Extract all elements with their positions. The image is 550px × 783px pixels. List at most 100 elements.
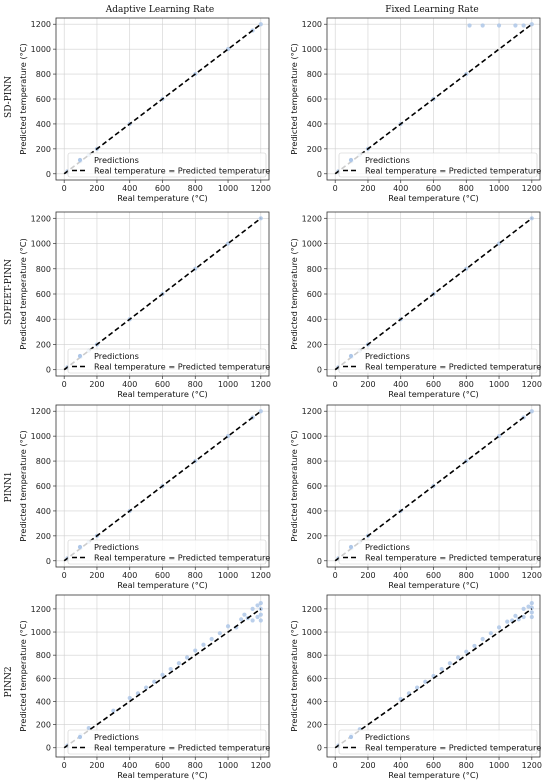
x-tick-label: 600 xyxy=(155,184,170,193)
prediction-point xyxy=(193,648,198,653)
row-label-sd-pinn: SD-PINN xyxy=(4,76,14,118)
prediction-point xyxy=(467,23,472,28)
y-tick-label: 0 xyxy=(317,170,322,179)
x-tick-label: 800 xyxy=(459,380,474,389)
y-axis-label: Predicted temperature (°C) xyxy=(289,430,299,541)
x-axis-label: Real temperature (°C) xyxy=(388,389,479,399)
y-tick-label: 200 xyxy=(307,532,322,541)
y-tick-label: 1200 xyxy=(31,214,51,223)
y-tick-label: 1000 xyxy=(302,628,322,637)
reference-line xyxy=(63,410,262,562)
x-tick-label: 1200 xyxy=(522,571,542,580)
prediction-point xyxy=(423,679,428,684)
legend-marker-predictions xyxy=(77,157,83,163)
prediction-point xyxy=(144,685,149,690)
x-tick-label: 600 xyxy=(426,571,441,580)
y-tick-label: 0 xyxy=(46,366,51,375)
legend-label-predictions: Predictions xyxy=(94,542,139,552)
legend-label-reference: Real temperature = Predicted temperature xyxy=(94,362,270,372)
prediction-point xyxy=(258,216,263,221)
y-tick-label: 600 xyxy=(307,674,322,683)
panels: 0 200 400 600 800 1000 1200 0 200 400 600 800 1000 12… xyxy=(18,17,542,780)
y-tick-label: 1000 xyxy=(31,628,51,637)
legend-label-predictions: Predictions xyxy=(365,351,410,361)
prediction-point xyxy=(239,617,244,622)
x-tick-label: 1200 xyxy=(522,184,542,193)
prediction-point xyxy=(513,23,518,28)
y-axis-label: Predicted temperature (°C) xyxy=(289,238,299,349)
x-tick-label: 1000 xyxy=(489,761,509,770)
y-tick-label: 1200 xyxy=(302,20,322,29)
prediction-point xyxy=(529,601,534,606)
y-axis-label: Predicted temperature (°C) xyxy=(18,620,28,731)
y-tick-label: 600 xyxy=(36,290,51,299)
y-tick-label: 1000 xyxy=(302,45,322,54)
x-tick-label: 400 xyxy=(393,571,408,580)
x-tick-label: 800 xyxy=(459,184,474,193)
panel-3-0: 0 200 400 600 800 1000 1200 0 200 400 600 800 1000 12… xyxy=(18,594,271,780)
legend-box xyxy=(338,539,538,565)
y-tick-label: 800 xyxy=(36,265,51,274)
y-tick-label: 800 xyxy=(307,265,322,274)
prediction-point xyxy=(258,618,263,623)
legend-label-reference: Real temperature = Predicted temperature xyxy=(94,553,270,563)
prediction-point xyxy=(496,625,502,630)
prediction-point xyxy=(529,409,534,414)
x-tick-label: 400 xyxy=(393,184,408,193)
prediction-point xyxy=(225,624,231,629)
prediction-point xyxy=(526,604,531,609)
x-tick-label: 1200 xyxy=(251,761,271,770)
legend-label-reference: Real temperature = Predicted temperature xyxy=(365,166,541,176)
y-tick-label: 0 xyxy=(46,744,51,753)
prediction-point xyxy=(258,409,263,414)
x-tick-label: 1000 xyxy=(218,184,238,193)
prediction-point xyxy=(258,612,263,617)
x-tick-label: 0 xyxy=(333,571,338,580)
x-tick-label: 800 xyxy=(459,571,474,580)
prediction-point xyxy=(160,672,165,677)
legend-box xyxy=(67,729,267,755)
x-tick-label: 1000 xyxy=(489,571,509,580)
x-tick-label: 1000 xyxy=(218,761,238,770)
legend-box xyxy=(67,348,267,374)
prediction-point xyxy=(464,649,469,654)
y-axis-label: Predicted temperature (°C) xyxy=(18,430,28,541)
legend-label-predictions: Predictions xyxy=(365,542,410,552)
x-tick-label: 200 xyxy=(360,571,375,580)
legend-box xyxy=(67,152,267,178)
y-tick-label: 400 xyxy=(307,697,322,706)
legend-box xyxy=(338,348,538,374)
prediction-point xyxy=(184,655,190,660)
panel-3-1: 0 200 400 600 800 1000 1200 0 200 400 600 800 1000 12… xyxy=(289,594,542,780)
prediction-point xyxy=(521,23,526,28)
y-tick-label: 0 xyxy=(46,170,51,179)
prediction-point xyxy=(472,643,477,649)
y-axis-label: Predicted temperature (°C) xyxy=(18,238,28,349)
y-tick-label: 200 xyxy=(307,145,322,154)
y-tick-label: 400 xyxy=(307,507,322,516)
y-tick-label: 600 xyxy=(36,674,51,683)
x-tick-label: 0 xyxy=(333,761,338,770)
y-tick-label: 1000 xyxy=(302,240,322,249)
y-tick-label: 1000 xyxy=(302,432,322,441)
y-tick-label: 800 xyxy=(36,457,51,466)
prediction-point xyxy=(127,695,132,701)
x-tick-label: 400 xyxy=(122,380,137,389)
prediction-point xyxy=(255,603,260,608)
x-tick-label: 1200 xyxy=(251,184,271,193)
y-tick-label: 400 xyxy=(36,315,51,324)
prediction-point xyxy=(455,655,461,660)
legend-marker-predictions xyxy=(77,734,83,740)
legend-box xyxy=(67,539,267,565)
x-tick-label: 1000 xyxy=(218,380,238,389)
legend-marker-predictions xyxy=(348,544,354,550)
y-tick-label: 200 xyxy=(307,721,322,730)
legend-label-predictions: Predictions xyxy=(94,732,139,742)
legend-label-reference: Real temperature = Predicted temperature xyxy=(365,362,541,372)
prediction-point xyxy=(529,216,534,221)
y-tick-label: 1200 xyxy=(31,20,51,29)
x-tick-label: 200 xyxy=(360,380,375,389)
y-tick-label: 1200 xyxy=(302,407,322,416)
prediction-point xyxy=(258,22,263,27)
x-tick-label: 0 xyxy=(333,184,338,193)
